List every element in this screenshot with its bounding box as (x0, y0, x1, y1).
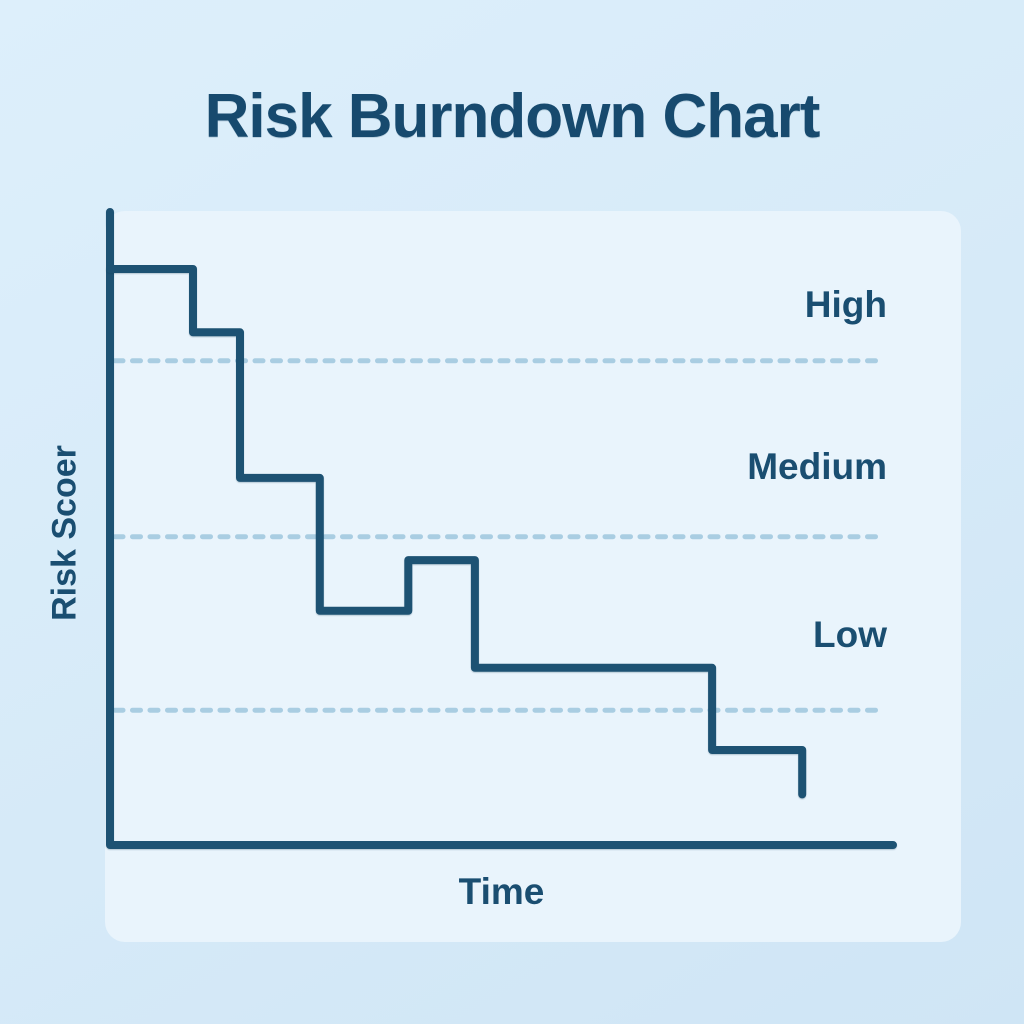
threshold-gridlines (112, 358, 883, 713)
band-label-high: High (804, 284, 887, 325)
risk-step-line (106, 265, 807, 799)
band-label-medium: Medium (747, 446, 887, 487)
chart-panel (105, 211, 961, 942)
band-label-low: Low (813, 614, 887, 655)
chart-axes (106, 208, 897, 849)
chart-title: Risk Burndown Chart (204, 82, 821, 151)
x-axis-label: Time (458, 871, 545, 912)
